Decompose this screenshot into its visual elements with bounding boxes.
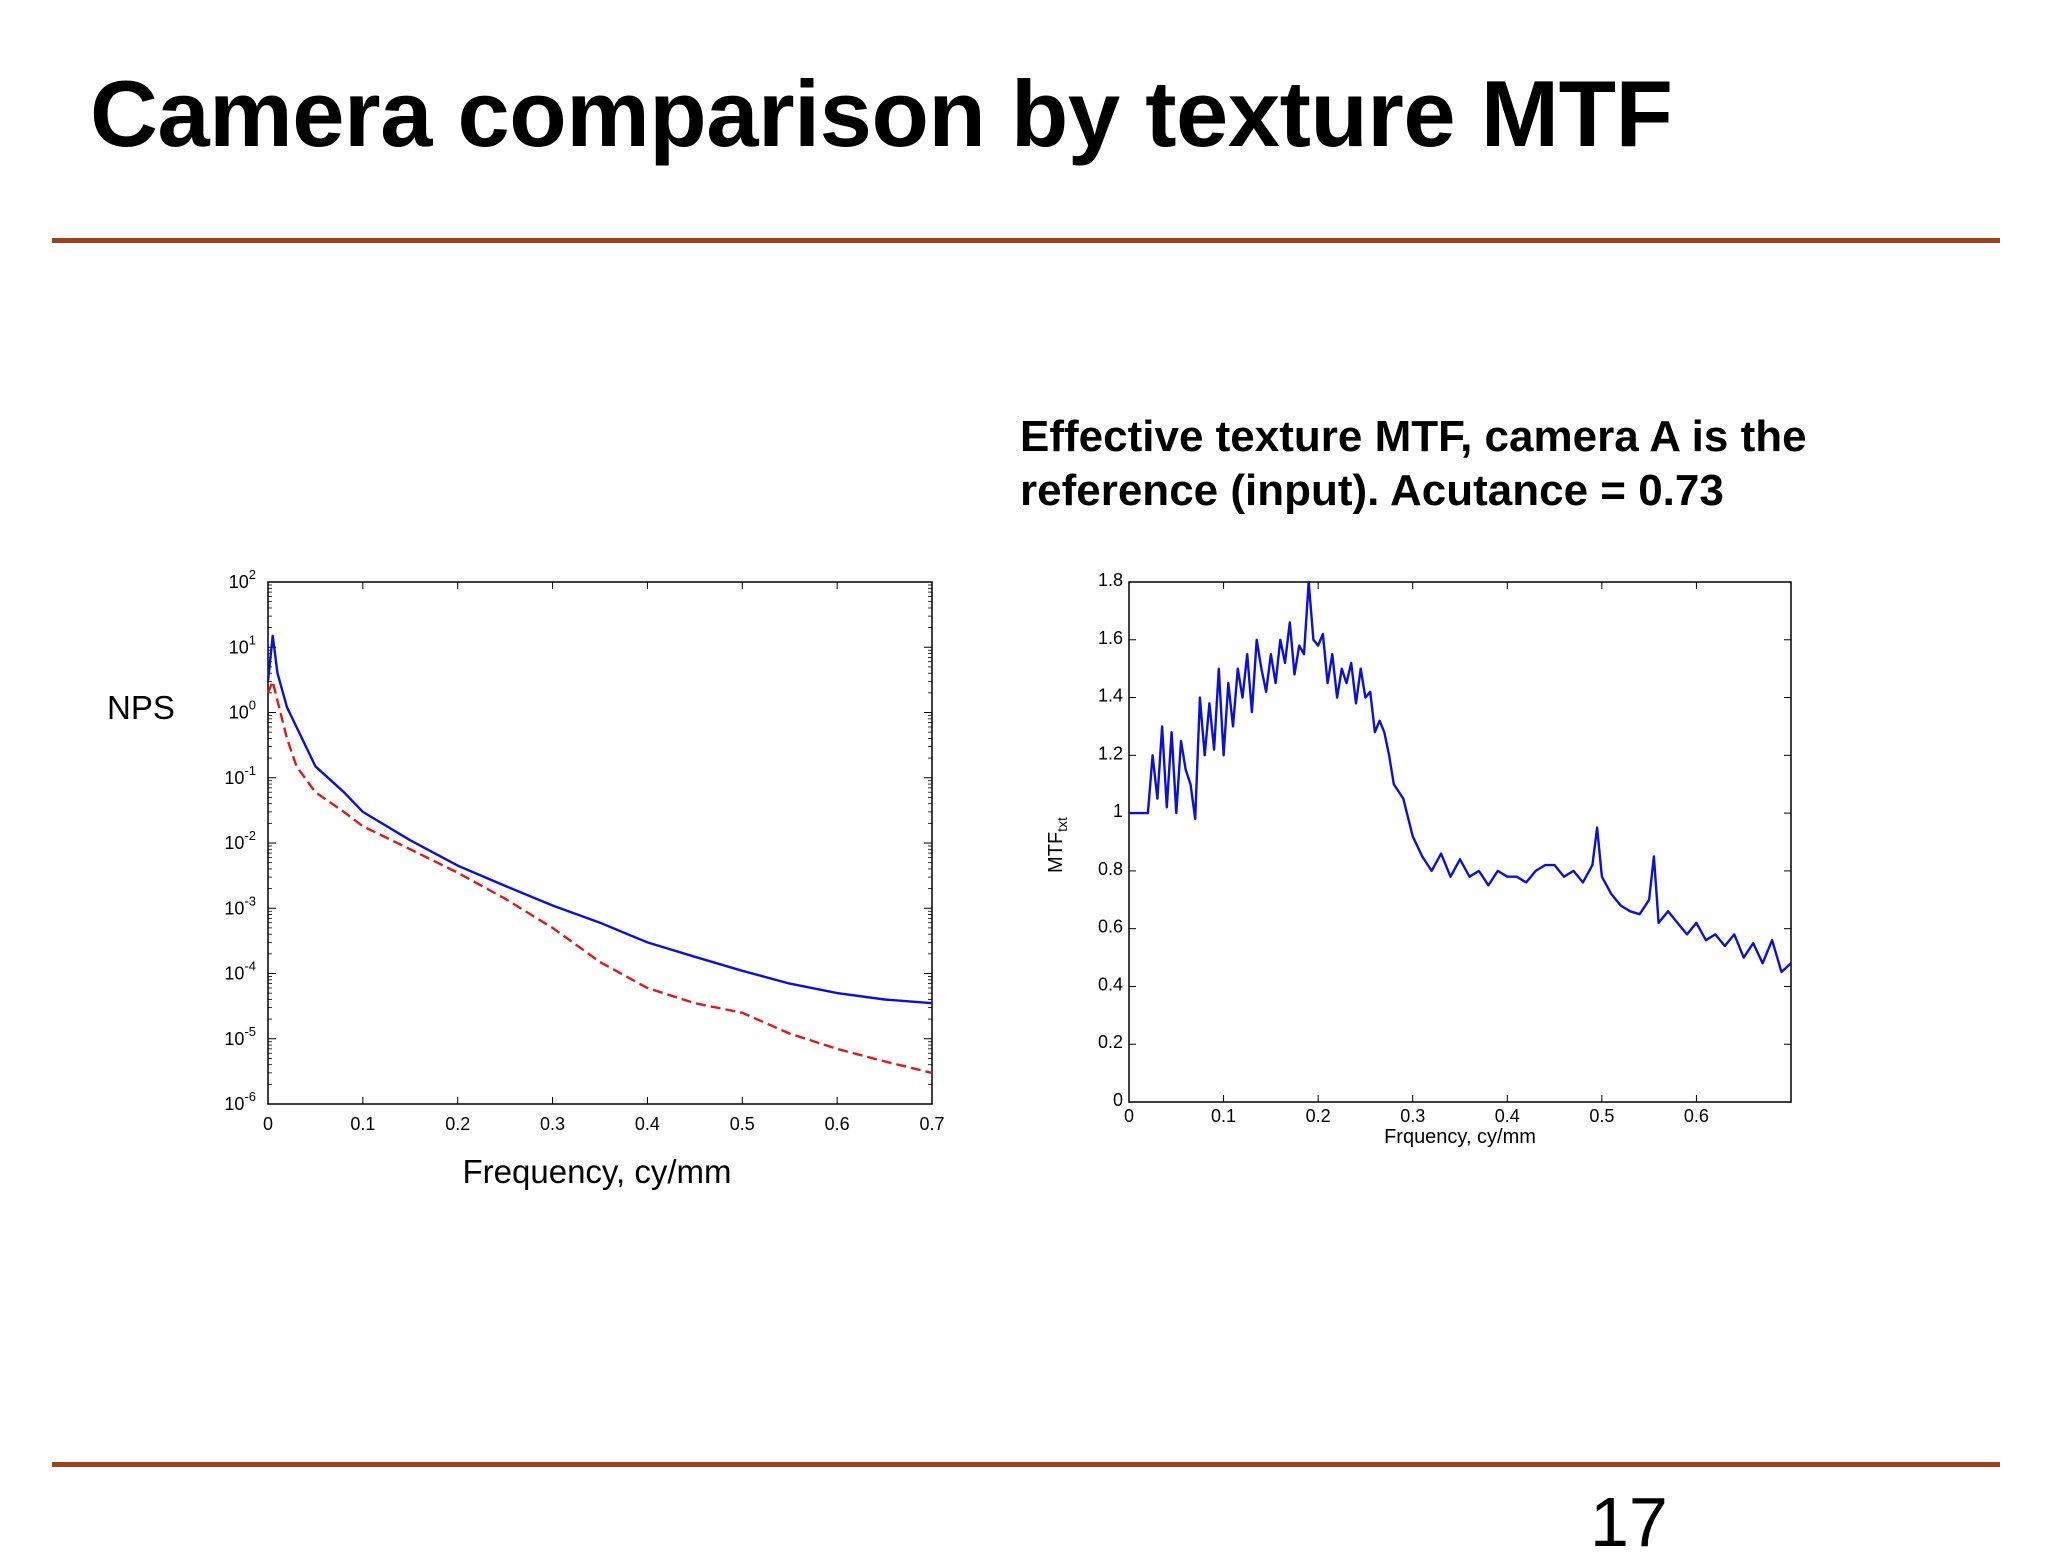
nps-x-tick-label: 0 — [263, 1114, 273, 1134]
mtf-y-axis-title-main: MTF — [1045, 832, 1067, 873]
nps-y-tick-base: 10 — [224, 964, 244, 984]
nps-y-tick-exp: -3 — [244, 893, 256, 908]
mtf-y-tick-label: 0.2 — [1098, 1032, 1123, 1052]
nps-chart: 0 0.1 0.2 0.3 0.4 0.5 0.6 0.7 10-610-510-410-31… — [107, 567, 945, 1190]
nps-y-tick-exp: -2 — [244, 828, 256, 843]
mtf-y-axis-title: MTFtxt — [1045, 817, 1070, 873]
nps-minor-ticks — [268, 584, 932, 1085]
mtf-y-axis-title-sub: txt — [1054, 817, 1070, 832]
mtf-x-tick-label: 0 — [1124, 1106, 1134, 1126]
nps-x-tick-label: 0.3 — [540, 1114, 565, 1134]
mtf-y-tick-label: 0 — [1113, 1090, 1123, 1110]
mtf-y-ticks: 0 0.2 0.4 0.6 0.8 1 1.2 1.4 1.6 1.8 — [1098, 570, 1791, 1110]
nps-y-tick-exp: -5 — [244, 1024, 256, 1039]
nps-y-tick-base: 10 — [224, 898, 244, 918]
slide-title: Camera comparison by texture MTF — [90, 61, 1673, 166]
nps-x-ticks: 0 0.1 0.2 0.3 0.4 0.5 0.6 0.7 — [263, 582, 945, 1134]
nps-series-blue-line — [266, 634, 933, 1005]
nps-x-tick-label: 0.2 — [445, 1114, 470, 1134]
mtf-x-tick-label: 0.4 — [1495, 1106, 1520, 1126]
nps-y-tick-exp: 2 — [249, 567, 256, 582]
mtf-y-tick-label: 1.4 — [1098, 686, 1123, 706]
bottom-divider — [52, 1462, 2000, 1467]
mtf-x-tick-label: 0.5 — [1589, 1106, 1614, 1126]
nps-y-axis-title: NPS — [107, 689, 175, 726]
nps-y-tick-exp: -6 — [244, 1089, 256, 1104]
mtf-y-tick-label: 1.2 — [1098, 743, 1123, 763]
nps-y-tick-label: 10-6 — [224, 1089, 256, 1114]
nps-y-tick-base: 10 — [229, 703, 249, 723]
mtf-x-tick-label: 0.6 — [1684, 1106, 1709, 1126]
mtf-x-tick-label: 0.2 — [1306, 1106, 1331, 1126]
nps-x-axis-title: Frequency, cy/mm — [463, 1153, 732, 1190]
nps-y-tick-exp: -4 — [244, 959, 256, 974]
nps-y-tick-label: 102 — [229, 567, 256, 592]
nps-x-tick-label: 0.7 — [919, 1114, 944, 1134]
mtf-x-ticks: 0 0.1 0.2 0.3 0.4 0.5 0.6 — [1124, 582, 1709, 1126]
nps-y-tick-base: 10 — [224, 768, 244, 788]
nps-series-red-line — [266, 680, 933, 1075]
page-number: 17 — [1590, 1483, 1668, 1561]
nps-y-tick-label: 10-1 — [224, 763, 256, 788]
nps-y-tick-base: 10 — [224, 1029, 244, 1049]
nps-y-tick-base: 10 — [224, 833, 244, 853]
mtf-series-line — [1129, 580, 1792, 974]
mtf-y-tick-label: 0.4 — [1098, 974, 1123, 994]
mtf-x-tick-label: 0.1 — [1211, 1106, 1236, 1126]
nps-y-tick-label: 10-2 — [224, 828, 256, 853]
nps-x-tick-label: 0.4 — [635, 1114, 660, 1134]
mtf-chart: 0 0.1 0.2 0.3 0.4 0.5 0.6 0 0.2 0.4 0.6 0.8 1 1.2 1.4… — [1045, 570, 1792, 1148]
nps-series-group — [266, 634, 933, 1075]
mtf-plot-frame — [1128, 581, 1792, 1103]
nps-plot-frame — [267, 581, 933, 1105]
nps-x-tick-label: 0.1 — [350, 1114, 375, 1134]
nps-y-tick-base: 10 — [229, 572, 249, 592]
mtf-series-group — [1129, 580, 1792, 974]
mtf-y-tick-label: 1.8 — [1098, 570, 1123, 590]
nps-y-tick-exp: 0 — [249, 698, 256, 713]
mtf-x-tick-label: 0.3 — [1400, 1106, 1425, 1126]
mtf-x-axis-title: Frquency, cy/mm — [1384, 1126, 1536, 1148]
mtf-y-tick-label: 1.6 — [1098, 628, 1123, 648]
nps-x-tick-label: 0.5 — [730, 1114, 755, 1134]
mtf-y-tick-label: 1 — [1113, 801, 1123, 821]
nps-y-tick-label: 10-5 — [224, 1024, 256, 1049]
nps-y-tick-label: 10-4 — [224, 959, 256, 984]
chart-caption: Effective texture MTF, camera A is the r… — [1020, 412, 1807, 515]
nps-y-tick-exp: 1 — [249, 632, 256, 647]
mtf-y-tick-label: 0.8 — [1098, 859, 1123, 879]
nps-y-tick-exp: -1 — [244, 763, 256, 778]
nps-y-tick-base: 10 — [224, 1094, 244, 1114]
nps-y-tick-label: 100 — [229, 698, 256, 723]
mtf-y-tick-label: 0.6 — [1098, 917, 1123, 937]
nps-x-tick-label: 0.6 — [825, 1114, 850, 1134]
top-divider — [52, 238, 2000, 243]
nps-y-tick-label: 101 — [229, 632, 256, 657]
nps-y-tick-base: 10 — [229, 637, 249, 657]
nps-y-tick-label: 10-3 — [224, 893, 256, 918]
